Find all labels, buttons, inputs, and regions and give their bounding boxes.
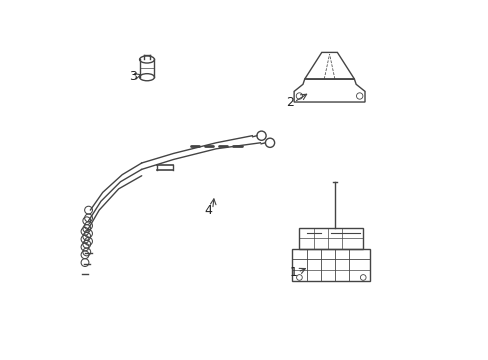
Text: 4: 4 [204,204,212,217]
Text: 1: 1 [289,266,297,279]
Text: 2: 2 [285,96,293,109]
Text: 3: 3 [129,70,137,83]
Bar [292,249,369,281]
Bar [299,228,363,249]
